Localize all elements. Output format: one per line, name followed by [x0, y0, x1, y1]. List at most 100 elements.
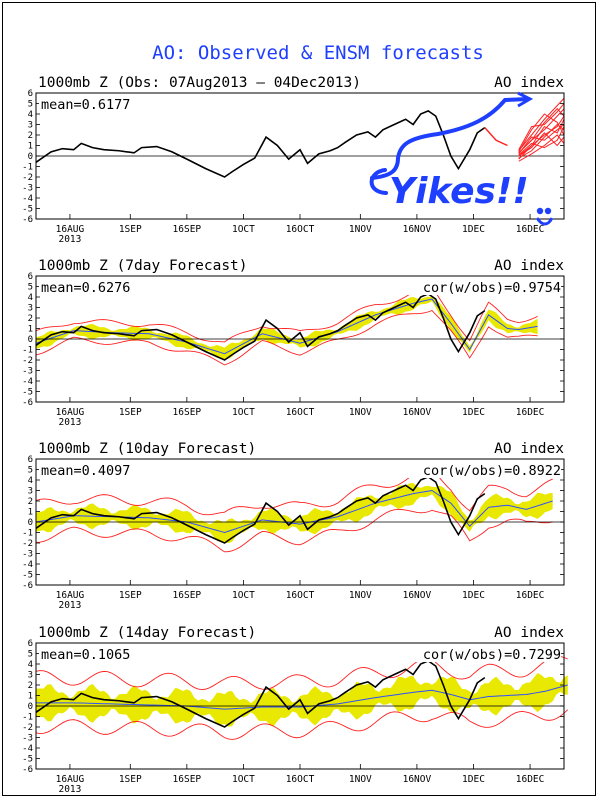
x-tick-label: 1DEC [462, 590, 485, 601]
y-tick-label: -3 [22, 184, 33, 194]
panel-title: 1000mb Z (Obs: 07Aug2013 – 04Dec2013) [38, 75, 361, 91]
ensemble-upper-bound [35, 286, 538, 343]
y-tick-label: -1 [22, 163, 33, 173]
y-tick-label: 5 [28, 283, 33, 293]
y-tick-label: -3 [22, 367, 33, 377]
x-tick-label: 16NOV [403, 224, 432, 235]
ensemble-spread-band [36, 482, 553, 544]
panel-index-label: AO index [494, 441, 564, 457]
y-tick-label: -1 [22, 346, 33, 356]
x-tick-label: 16OCT [286, 407, 315, 418]
y-tick-label: -6 [22, 765, 33, 775]
y-tick-label: -6 [22, 581, 33, 591]
annotation-bracket [369, 168, 388, 195]
x-tick-label: 1OCT [232, 590, 255, 601]
x-tick-label: 16DEC [516, 774, 545, 785]
x-tick-label: 1DEC [462, 407, 485, 418]
y-tick-label: -6 [22, 398, 33, 408]
y-tick-label: -4 [22, 560, 33, 570]
y-tick-label: -3 [22, 734, 33, 744]
ensemble-upper-bound [35, 655, 568, 691]
mean-label-bg [39, 646, 147, 662]
x-tick-label: 16SEP [173, 774, 202, 785]
hand-drawn-annotation: Yikes!! [369, 91, 554, 226]
y-tick-label: -5 [22, 571, 33, 581]
correlation-label: cor(w/obs)=0.9754 [423, 280, 561, 296]
ensemble-mean-line [36, 684, 568, 710]
y-tick-label: 0 [28, 702, 33, 712]
x-year-label: 2013 [58, 784, 81, 795]
x-tick-label: 16AUG [56, 590, 85, 601]
ensemble-upper-bound [35, 468, 553, 516]
panel-title: 1000mb Z (7day Forecast) [38, 258, 248, 274]
y-tick-label: 4 [28, 660, 33, 670]
panel-3: 1000mb Z (14day Forecast) AO index 6543210… [22, 625, 569, 795]
ensemble-spread-band [36, 672, 568, 727]
y-tick-label: 3 [28, 121, 33, 131]
y-tick-label: -4 [22, 377, 33, 387]
y-tick-label: 1 [28, 325, 33, 335]
y-tick-label: 4 [28, 293, 33, 303]
x-tick-label: 16SEP [173, 590, 202, 601]
x-tick-label: 16DEC [516, 224, 545, 235]
x-year-label: 2013 [58, 417, 81, 428]
x-tick-label: 1SEP [119, 590, 142, 601]
y-tick-label: -2 [22, 173, 33, 183]
observed-tail-line [484, 127, 508, 147]
y-tick-label: 6 [28, 89, 33, 99]
y-tick-label: 5 [28, 466, 33, 476]
x-tick-label: 16SEP [173, 224, 202, 235]
y-tick-label: 4 [28, 110, 33, 120]
ensemble-lower-bound [35, 508, 553, 553]
x-tick-label: 16DEC [516, 407, 545, 418]
x-year-label: 2013 [58, 234, 81, 245]
x-tick-label: 1SEP [119, 407, 142, 418]
panel-index-label: AO index [494, 625, 564, 641]
y-tick-label: -3 [22, 550, 33, 560]
panel-1: 1000mb Z (7day Forecast) AO index6543210-… [22, 258, 565, 428]
annotation-dot-2 [544, 207, 552, 215]
x-tick-label: 1NOV [349, 774, 372, 785]
x-tick-label: 16NOV [403, 774, 432, 785]
x-tick-label: 16NOV [403, 407, 432, 418]
y-tick-label: -2 [22, 539, 33, 549]
annotation-dot-1 [536, 207, 544, 215]
y-tick-label: 1 [28, 692, 33, 702]
x-tick-label: 16AUG [56, 774, 85, 785]
x-tick-label: 16DEC [516, 590, 545, 601]
y-tick-label: 0 [28, 518, 33, 528]
cor-label-bg [406, 646, 561, 662]
annotation-arrowhead [517, 91, 534, 108]
mean-label: mean=0.4097 [41, 463, 130, 479]
panel-2: 1000mb Z (10day Forecast) AO index 6543210… [22, 441, 565, 611]
cor-label-bg [406, 462, 561, 478]
mean-label-bg [39, 96, 147, 112]
x-tick-label: 16SEP [173, 407, 202, 418]
y-tick-label: -1 [22, 713, 33, 723]
y-tick-label: -5 [22, 755, 33, 765]
y-tick-label: -2 [22, 356, 33, 366]
y-tick-label: -2 [22, 723, 33, 733]
y-tick-label: 2 [28, 314, 33, 324]
x-tick-label: 1NOV [349, 590, 372, 601]
cor-label-bg [406, 279, 561, 295]
ensemble-spread-band [36, 296, 538, 360]
y-tick-label: 1 [28, 142, 33, 152]
y-tick-label: 3 [28, 304, 33, 314]
x-tick-label: 16OCT [286, 774, 315, 785]
correlation-label: cor(w/obs)=0.7299 [423, 647, 561, 663]
y-tick-label: 0 [28, 152, 33, 162]
x-tick-label: 1NOV [349, 224, 372, 235]
ensemble-lower-bound [35, 709, 569, 740]
observed-line [35, 109, 486, 178]
x-tick-label: 16NOV [403, 590, 432, 601]
y-tick-label: -6 [22, 215, 33, 225]
y-tick-label: -5 [22, 388, 33, 398]
y-tick-label: -4 [22, 194, 33, 204]
main-title: AO: Observed & ENSM forecasts [152, 42, 484, 64]
x-tick-label: 1SEP [119, 774, 142, 785]
mean-label-bg [39, 462, 147, 478]
y-tick-label: 3 [28, 487, 33, 497]
correlation-label: cor(w/obs)=0.8922 [423, 463, 561, 479]
